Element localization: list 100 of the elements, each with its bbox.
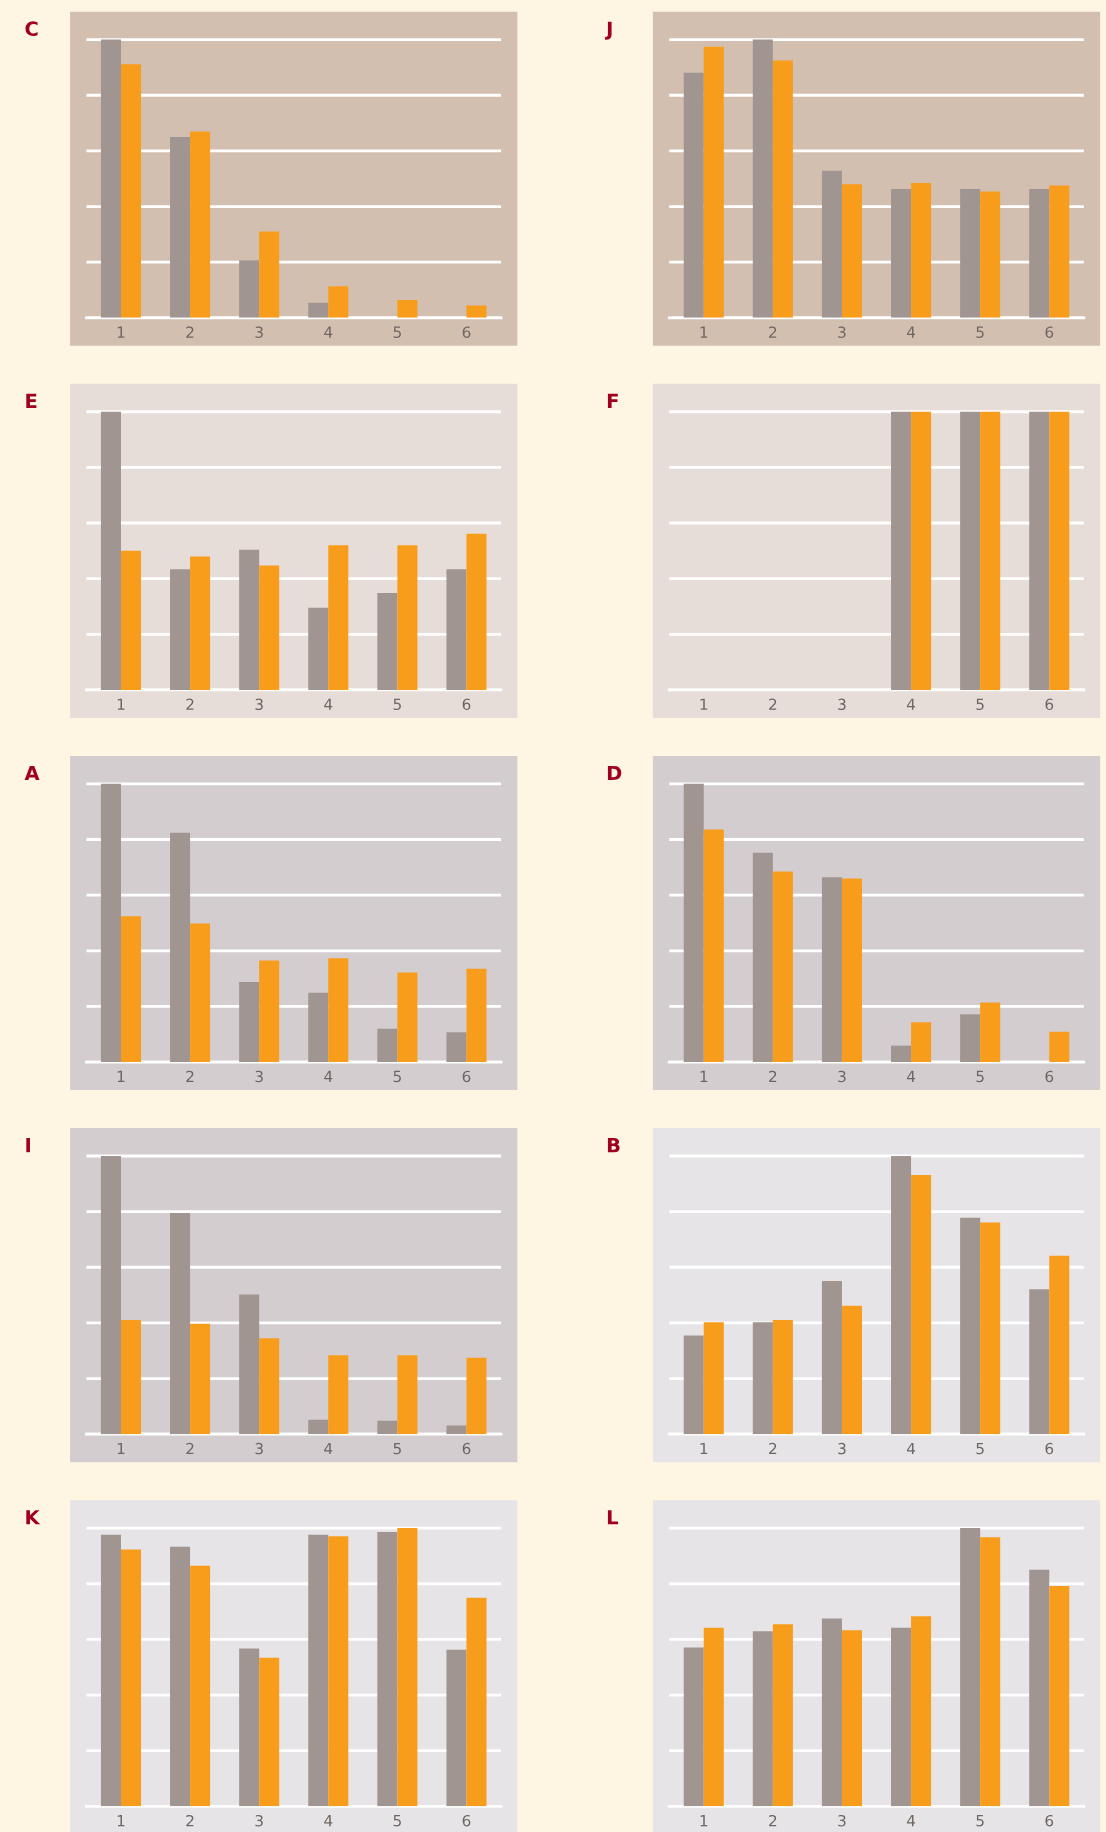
x-tick-label: 3 — [255, 326, 263, 338]
x-tick-label: 1 — [117, 1070, 125, 1082]
bar — [891, 1155, 912, 1435]
bar — [190, 131, 211, 318]
bar — [683, 783, 704, 1063]
bar — [259, 1338, 280, 1435]
x-tick-label: 2 — [186, 326, 194, 338]
bar — [377, 593, 398, 690]
bar — [466, 1597, 487, 1807]
x-tick-label: 4 — [906, 1070, 916, 1082]
bar — [841, 878, 862, 1063]
bar — [239, 981, 260, 1063]
x-tick-label: 2 — [769, 326, 777, 338]
bar — [170, 136, 191, 318]
bar — [980, 1222, 1001, 1435]
x-tick-label: 4 — [906, 1815, 916, 1827]
bar — [190, 923, 211, 1063]
bar — [446, 1032, 467, 1063]
bar — [466, 533, 487, 690]
bar — [703, 1627, 724, 1807]
x-tick-label: 3 — [838, 326, 846, 338]
chart-title: L — [607, 1510, 618, 1525]
chart-title: C — [25, 21, 38, 37]
bar — [1029, 1289, 1050, 1435]
bar — [960, 1014, 981, 1063]
x-tick-label: 3 — [255, 1442, 263, 1455]
bar — [683, 1647, 704, 1807]
bar — [703, 829, 724, 1063]
bar — [683, 72, 704, 318]
x-tick-label: 1 — [117, 1442, 125, 1455]
chart-title: D — [607, 765, 622, 781]
bar — [821, 1618, 842, 1807]
bar — [328, 545, 349, 690]
bar — [120, 1320, 142, 1435]
x-tick-label: 5 — [976, 1442, 984, 1455]
x-tick-label: 5 — [976, 698, 984, 711]
bar — [377, 1028, 398, 1063]
bar — [1049, 1255, 1070, 1435]
x-tick-label: 1 — [700, 326, 708, 338]
x-tick-label: 6 — [1045, 1814, 1054, 1827]
bar — [328, 1536, 349, 1807]
x-tick-label: 2 — [186, 698, 194, 710]
x-tick-label: 3 — [255, 698, 263, 711]
x-tick-label: 5 — [393, 1815, 401, 1827]
bar — [446, 569, 467, 690]
x-tick-label: 1 — [117, 1815, 125, 1827]
bar — [911, 182, 932, 318]
bar — [772, 1320, 793, 1435]
x-tick-label: 4 — [906, 1442, 916, 1455]
bar — [170, 1213, 191, 1435]
chart-title: E — [26, 393, 37, 408]
x-tick-label: 3 — [255, 1814, 263, 1827]
x-tick-label: 1 — [700, 1442, 708, 1455]
bar — [466, 968, 487, 1063]
chart-title: A — [24, 765, 40, 781]
bar — [772, 60, 793, 318]
x-tick-label: 3 — [838, 1814, 846, 1827]
bar — [100, 39, 121, 318]
bar — [397, 545, 418, 690]
bar — [120, 1549, 142, 1807]
bar — [190, 1323, 211, 1435]
bar — [891, 1627, 912, 1807]
x-tick-label: 4 — [324, 326, 333, 338]
x-tick-label: 1 — [700, 1815, 708, 1827]
bar — [752, 852, 773, 1063]
bar — [466, 1357, 487, 1435]
chart-title: I — [26, 1138, 30, 1153]
bar — [821, 877, 842, 1063]
bar — [703, 46, 724, 318]
x-tick-label: 1 — [117, 326, 125, 338]
bar — [100, 1534, 121, 1807]
x-tick-label: 4 — [324, 1442, 333, 1455]
bar — [960, 1217, 981, 1435]
x-tick-label: 2 — [186, 1070, 194, 1082]
x-tick-label: 1 — [117, 698, 125, 710]
bar — [397, 299, 418, 318]
x-tick-label: 4 — [324, 698, 333, 710]
bar — [841, 1630, 862, 1807]
bar — [377, 1420, 398, 1435]
bar — [100, 783, 121, 1063]
bar — [1029, 189, 1050, 318]
bar — [891, 1045, 912, 1063]
bar — [397, 1528, 418, 1807]
bar — [446, 1649, 467, 1807]
bar — [100, 411, 121, 690]
x-tick-label: 6 — [462, 698, 471, 711]
bar — [308, 992, 329, 1063]
bar — [308, 1419, 329, 1435]
bar — [170, 569, 191, 690]
bar — [120, 64, 142, 318]
x-tick-label: 2 — [186, 1442, 194, 1455]
bar — [397, 972, 418, 1063]
x-tick-label: 6 — [1045, 698, 1054, 711]
bar — [259, 565, 280, 690]
bar — [980, 1002, 1001, 1063]
x-tick-label: 3 — [838, 1070, 846, 1083]
bar — [980, 191, 1001, 318]
bar — [308, 302, 329, 318]
x-tick-label: 5 — [393, 326, 401, 338]
x-tick-label: 5 — [976, 1070, 984, 1083]
